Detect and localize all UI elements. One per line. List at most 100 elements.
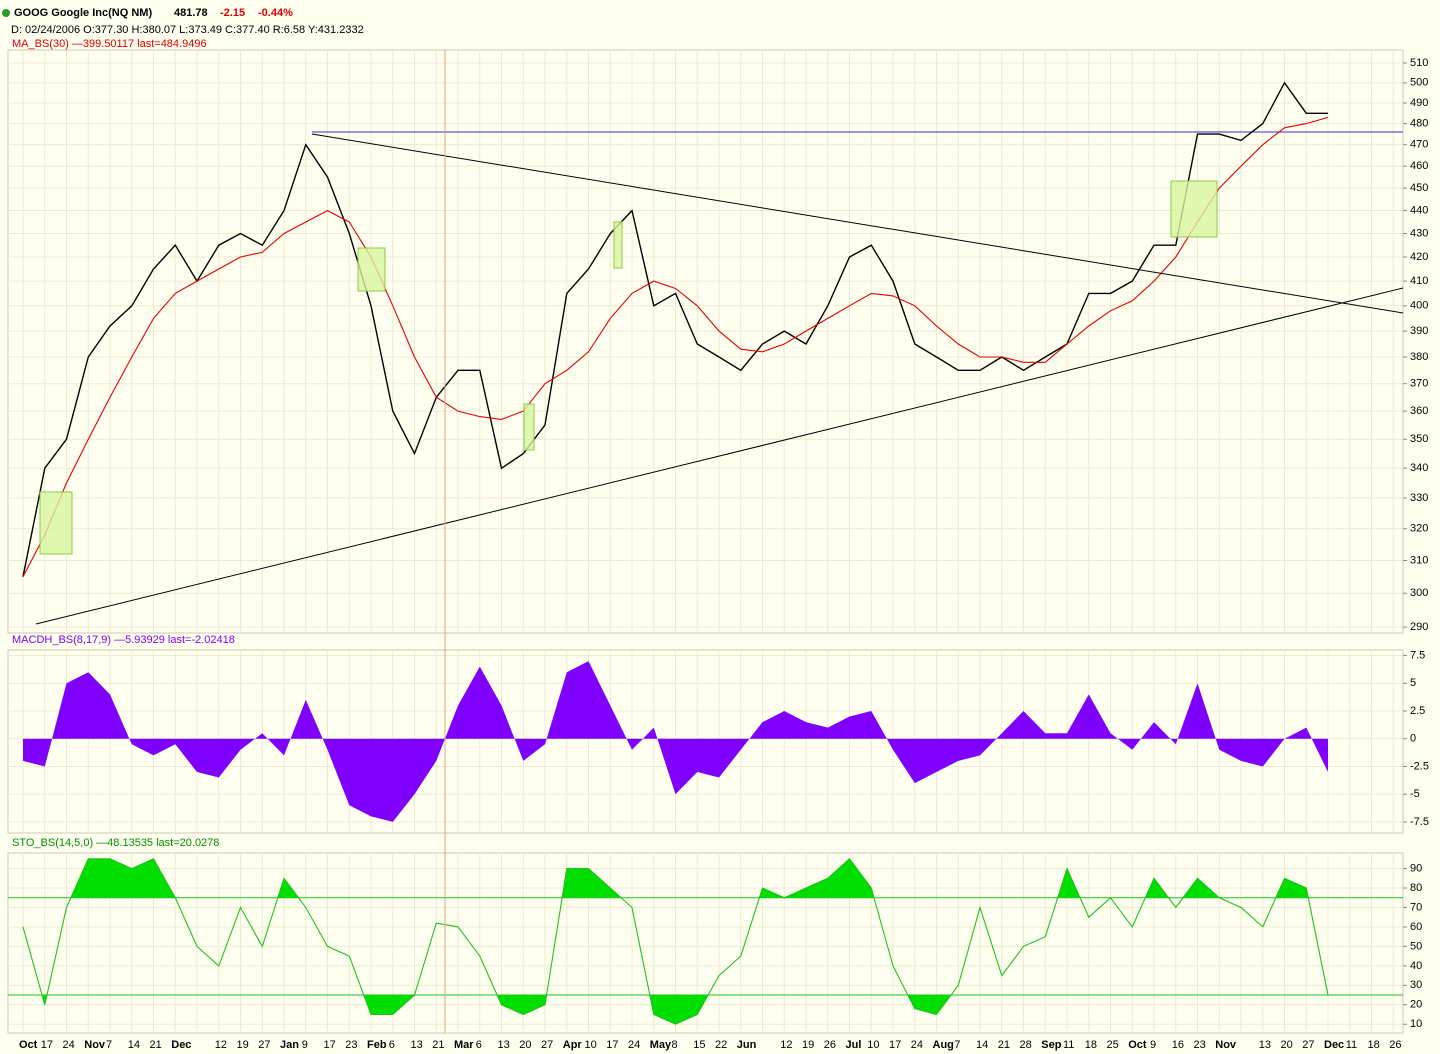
y-tick-label: 440 — [1410, 204, 1428, 216]
plot — [8, 857, 1403, 1025]
x-tick-label: 10 — [867, 1039, 879, 1051]
y-tick-label: 500 — [1410, 77, 1428, 89]
x-tick-label: Apr — [563, 1039, 583, 1051]
y-tick-label: -7.5 — [1410, 816, 1429, 828]
bar-info: D: 02/24/2006 O:377.30 H:380.07 L:373.49… — [11, 24, 364, 36]
signal-box — [39, 491, 73, 555]
x-tick-label: Oct — [19, 1039, 38, 1051]
x-tick-label: 19 — [237, 1039, 249, 1051]
x-tick-label: Oct — [1128, 1039, 1147, 1051]
x-tick-label: 9 — [1150, 1039, 1156, 1051]
y-tick-label: 0 — [1410, 733, 1416, 745]
x-tick-label: 28 — [1020, 1039, 1032, 1051]
y-tick-label: 470 — [1410, 139, 1428, 151]
y-tick-label: 420 — [1410, 251, 1428, 263]
y-tick-label: 370 — [1410, 378, 1428, 390]
x-tick-label: 17 — [324, 1039, 336, 1051]
x-tick-label: 14 — [128, 1039, 140, 1051]
y-tick-label: 360 — [1410, 405, 1428, 417]
x-tick-label: 24 — [63, 1039, 75, 1051]
x-tick-label: 11 — [1063, 1039, 1074, 1051]
x-tick-label: 22 — [715, 1039, 727, 1051]
y-tick-label: -2.5 — [1410, 760, 1429, 772]
y-tick-label: 7.5 — [1410, 649, 1425, 661]
symbol: GOOG Google Inc(NQ NM) — [14, 7, 152, 19]
trend-line — [35, 287, 1403, 625]
y-tick-label: 350 — [1410, 433, 1428, 445]
x-tick-label: 20 — [519, 1039, 531, 1051]
change-pct: -0.44% — [258, 7, 293, 19]
last-price: 481.78 — [174, 7, 208, 19]
x-tick-label: 12 — [780, 1039, 792, 1051]
x-tick-label: Nov — [84, 1039, 106, 1051]
x-tick-label: 7 — [954, 1039, 960, 1051]
y-tick-label: 330 — [1410, 492, 1428, 504]
x-tick-label: Aug — [933, 1039, 954, 1051]
x-tick-label: 26 — [824, 1039, 836, 1051]
x-tick-label: 21 — [150, 1039, 162, 1051]
y-tick-label: 320 — [1410, 523, 1428, 535]
signal-box — [357, 247, 386, 292]
y-tick-label: -5 — [1410, 788, 1420, 800]
x-tick-label: 20 — [1281, 1039, 1293, 1051]
x-tick-label: 26 — [1389, 1039, 1401, 1051]
x-tick-label: 17 — [606, 1039, 618, 1051]
y-tick-label: 80 — [1410, 882, 1422, 894]
x-tick-label: 6 — [476, 1039, 482, 1051]
signal-box — [613, 221, 623, 269]
status-icon — [2, 9, 10, 17]
x-tick-label: 21 — [998, 1039, 1010, 1051]
change: -2.15 — [220, 7, 245, 19]
x-tick-label: 11 — [1346, 1039, 1357, 1051]
x-tick-label: May — [650, 1039, 672, 1051]
x-tick-label: 23 — [345, 1039, 357, 1051]
x-tick-label: 21 — [432, 1039, 444, 1051]
y-tick-label: 510 — [1410, 57, 1428, 69]
x-tick-label: 23 — [1194, 1039, 1206, 1051]
series-line — [22, 116, 1329, 577]
x-tick-label: 27 — [258, 1039, 270, 1051]
x-tick-label: 18 — [1085, 1039, 1097, 1051]
panel-title: MACDH_BS(8,17,9) —5.93929 last=-2.02418 — [12, 634, 235, 646]
x-tick-label: 14 — [976, 1039, 988, 1051]
signal-box — [1170, 180, 1218, 238]
x-tick-label: 17 — [41, 1039, 53, 1051]
x-tick-label: Jan — [280, 1039, 299, 1051]
y-tick-label: 450 — [1410, 182, 1428, 194]
x-tick-label: 19 — [802, 1039, 814, 1051]
y-tick-label: 460 — [1410, 160, 1428, 172]
x-tick-label: 13 — [1259, 1039, 1271, 1051]
y-tick-label: 90 — [1410, 862, 1422, 874]
x-tick-label: 15 — [693, 1039, 705, 1051]
panel-title: STO_BS(14,5,0) —48.13535 last=20.0278 — [12, 837, 219, 849]
x-tick-label: 13 — [411, 1039, 423, 1051]
series-line — [22, 81, 1328, 577]
y-tick-label: 390 — [1410, 325, 1428, 337]
x-tick-label: 24 — [628, 1039, 640, 1051]
y-tick-label: 70 — [1410, 901, 1422, 913]
x-tick-label: Jul — [846, 1039, 862, 1051]
x-tick-label: 9 — [302, 1039, 308, 1051]
x-tick-label: 8 — [672, 1039, 678, 1051]
y-tick-label: 40 — [1410, 960, 1422, 972]
x-tick-label: Feb — [367, 1039, 387, 1051]
y-tick-label: 20 — [1410, 999, 1422, 1011]
x-tick-label: Sep — [1041, 1039, 1061, 1051]
x-tick-label: 25 — [1107, 1039, 1119, 1051]
y-tick-label: 2.5 — [1410, 705, 1425, 717]
x-tick-label: Dec — [1324, 1039, 1344, 1051]
y-tick-label: 480 — [1410, 118, 1428, 130]
y-tick-label: 50 — [1410, 940, 1422, 952]
x-tick-label: 17 — [889, 1039, 901, 1051]
y-tick-label: 380 — [1410, 351, 1428, 363]
y-tick-label: 310 — [1410, 554, 1428, 566]
y-tick-label: 300 — [1410, 587, 1428, 599]
x-tick-label: Dec — [171, 1039, 191, 1051]
x-tick-label: 10 — [585, 1039, 597, 1051]
x-tick-label: Jun — [737, 1039, 757, 1051]
y-tick-label: 410 — [1410, 275, 1428, 287]
panel-frame — [7, 852, 1404, 1034]
y-tick-label: 290 — [1410, 621, 1428, 633]
